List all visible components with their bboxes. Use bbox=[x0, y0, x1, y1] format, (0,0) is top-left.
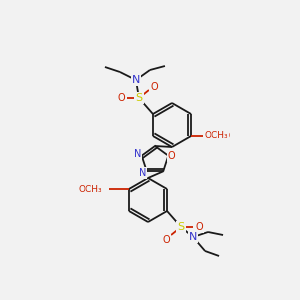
Text: O: O bbox=[150, 82, 158, 92]
Text: O: O bbox=[162, 235, 170, 245]
Text: OCH₃: OCH₃ bbox=[78, 184, 102, 194]
Text: O: O bbox=[167, 151, 175, 161]
Text: N: N bbox=[189, 232, 197, 242]
Text: N: N bbox=[134, 149, 141, 159]
Text: O: O bbox=[91, 184, 99, 194]
Text: S: S bbox=[135, 93, 142, 103]
Text: O: O bbox=[221, 131, 229, 141]
Text: O: O bbox=[195, 222, 203, 232]
Text: N: N bbox=[132, 75, 140, 85]
Text: N: N bbox=[139, 168, 146, 178]
Text: OCH₃: OCH₃ bbox=[204, 131, 228, 140]
Text: S: S bbox=[178, 222, 184, 232]
Text: O: O bbox=[117, 93, 125, 103]
